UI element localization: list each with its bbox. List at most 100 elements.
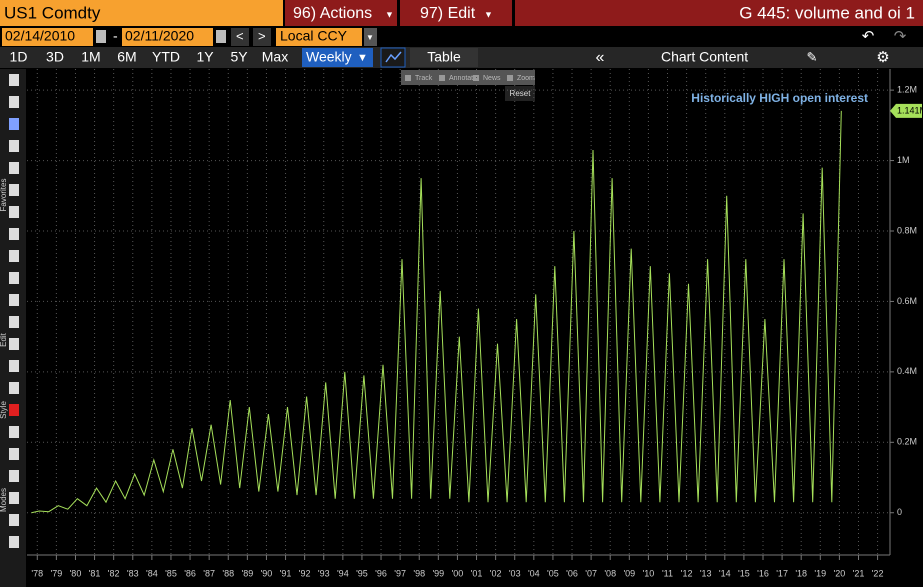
y-tick-label: 0	[897, 507, 902, 517]
y-tick-label: 0.2M	[897, 437, 917, 447]
y-tick-label: 1M	[897, 155, 910, 165]
period-button[interactable]: Max	[262, 49, 288, 65]
x-tick-label: '87	[203, 568, 215, 578]
sidebar-tool[interactable]	[9, 272, 19, 284]
y-tick-label: 0.8M	[897, 225, 917, 235]
x-tick-label: '91	[280, 568, 292, 578]
sidebar-tool[interactable]	[9, 404, 19, 416]
sidebar-section: Modes	[0, 488, 8, 512]
period-button[interactable]: 3D	[46, 49, 64, 65]
period-button[interactable]: 1M	[81, 49, 100, 65]
x-tick-label: '13	[700, 568, 712, 578]
sidebar-tool[interactable]	[9, 448, 19, 460]
x-tick-label: '95	[356, 568, 368, 578]
prev-button[interactable]	[231, 28, 249, 46]
x-tick-label: '89	[241, 568, 253, 578]
chart-tool[interactable]: Zoom	[517, 75, 535, 82]
sidebar-tool[interactable]	[9, 514, 19, 526]
sidebar-tool[interactable]	[9, 470, 19, 482]
x-tick-label: '15	[738, 568, 750, 578]
table-button[interactable]	[410, 48, 478, 67]
settings[interactable]: ⚙	[876, 49, 889, 66]
dropdown-arrow: ▼	[385, 9, 394, 19]
sidebar-tool[interactable]	[9, 74, 19, 86]
currency: Local CCY	[280, 28, 348, 44]
sidebar-tool[interactable]	[9, 492, 19, 504]
ticker-box[interactable]	[0, 0, 283, 26]
table: Table	[427, 49, 461, 65]
sidebar-section: Edit	[0, 332, 8, 347]
x-tick-label: '99	[432, 568, 444, 578]
title-bar	[515, 0, 923, 26]
actions-menu[interactable]	[285, 0, 397, 26]
period-button[interactable]: 1Y	[196, 49, 214, 65]
sidebar-tool[interactable]	[9, 294, 19, 306]
sidebar-section: Style	[0, 401, 8, 419]
x-tick-label: '22	[872, 568, 884, 578]
sidebar-tool[interactable]	[9, 360, 19, 372]
undo[interactable]: ↶	[862, 28, 875, 45]
x-tick-label: '04	[528, 568, 540, 578]
currency-box[interactable]	[276, 28, 362, 46]
x-tick-label: '11	[662, 568, 673, 578]
dropdown-arrow: ▼	[357, 52, 368, 64]
edit-icon[interactable]: ✎	[807, 49, 818, 64]
ticker: US1 Comdty	[4, 3, 101, 22]
x-tick-label: '94	[337, 568, 349, 578]
collapse[interactable]: «	[596, 49, 605, 66]
sidebar-tool[interactable]	[9, 382, 19, 394]
x-tick-label: '80	[70, 568, 82, 578]
period-button[interactable]: 1D	[10, 49, 28, 65]
prev-arrow: <	[236, 28, 244, 43]
currency-dropdown[interactable]	[364, 28, 377, 46]
series-line	[31, 110, 842, 514]
x-tick-label: '09	[623, 568, 635, 578]
end-date-box[interactable]	[122, 28, 213, 46]
chart-content[interactable]: Chart Content	[661, 49, 748, 65]
period-button[interactable]: 6M	[117, 49, 136, 65]
x-tick-label: '81	[89, 568, 101, 578]
sidebar-tool[interactable]	[9, 426, 19, 438]
sidebar-tool[interactable]	[9, 96, 19, 108]
x-tick-label: '84	[146, 568, 158, 578]
x-tick-label: '85	[165, 568, 177, 578]
sidebar-tool[interactable]	[9, 140, 19, 152]
sidebar-tool[interactable]	[9, 338, 19, 350]
x-tick-label: '82	[108, 568, 120, 578]
next-button[interactable]	[253, 28, 271, 46]
chart-tool[interactable]: Track	[415, 75, 433, 82]
sidebar-tool[interactable]	[9, 162, 19, 174]
sidebar-tool[interactable]	[9, 228, 19, 240]
chart-tool[interactable]: News	[483, 75, 501, 82]
dropdown-arrow: ▼	[484, 9, 493, 19]
calendar-icon[interactable]	[216, 30, 226, 43]
next-arrow: >	[258, 28, 266, 43]
edit-menu[interactable]	[400, 0, 512, 26]
frequency-box[interactable]	[302, 48, 373, 67]
y-tick-label: 0.4M	[897, 366, 917, 376]
sidebar-tool[interactable]	[9, 536, 19, 548]
tool-icon	[439, 75, 445, 81]
sidebar-tool[interactable]	[9, 316, 19, 328]
x-tick-label: '02	[490, 568, 502, 578]
x-tick-label: '83	[127, 568, 139, 578]
period-button[interactable]: 5Y	[230, 49, 248, 65]
last-value-label: 1.141M	[897, 105, 923, 115]
chart-tool[interactable]: Annotate	[449, 75, 477, 82]
sidebar-tool[interactable]	[9, 184, 19, 196]
frequency: Weekly	[306, 49, 352, 65]
calendar-icon[interactable]	[96, 30, 106, 43]
sidebar-tool[interactable]	[9, 118, 19, 130]
redo[interactable]: ↷	[894, 28, 907, 45]
sidebar-tool[interactable]	[9, 206, 19, 218]
x-tick-label: '93	[318, 568, 330, 578]
x-tick-label: '12	[681, 568, 693, 578]
x-tick-label: '18	[795, 568, 807, 578]
period-button[interactable]: YTD	[152, 49, 180, 65]
end-date: 02/11/2020	[125, 28, 194, 44]
window-title: G 445: volume and oi 1	[739, 3, 915, 22]
start-date-box[interactable]	[2, 28, 93, 46]
sidebar-tool[interactable]	[9, 250, 19, 262]
